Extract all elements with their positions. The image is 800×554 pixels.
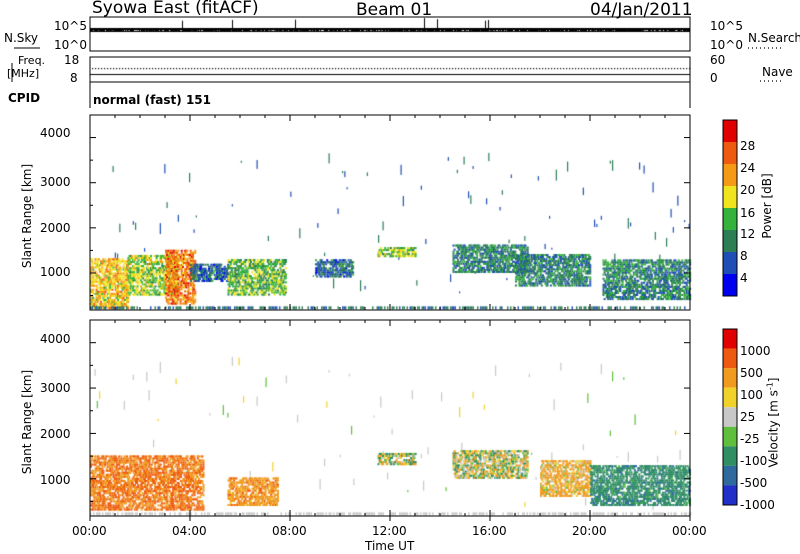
power-cbar-label: Power [dB] xyxy=(760,173,774,239)
velocity-ytick-1000: 1000 xyxy=(40,473,71,487)
power-colorbar-swatch xyxy=(723,208,737,230)
velocity-cbar-label-main: Velocity [m s xyxy=(766,390,781,468)
nave-label: Nave xyxy=(762,65,793,79)
freq-tick-high: 18 xyxy=(64,53,80,67)
power-colorbar-swatch xyxy=(723,274,737,296)
velocity-cbar-tick-neg25: -25 xyxy=(740,432,760,446)
velocity-colorbar-swatch xyxy=(723,407,737,427)
power-ytick-2000: 2000 xyxy=(40,221,71,235)
velocity-cbar-label-end: ] xyxy=(766,377,781,383)
xtick-2400: 00:00 xyxy=(672,524,707,538)
velocity-cbar-tick-neg1000: -1000 xyxy=(740,498,775,512)
velocity-colorbar-swatch xyxy=(723,387,737,408)
xlabel: Time UT xyxy=(365,539,415,553)
power-colorbar-swatch xyxy=(723,186,737,208)
cpid-value: normal (fast) 151 xyxy=(93,93,211,107)
power-cbar-tick-16: 16 xyxy=(740,206,756,220)
velocity-colorbar-swatch xyxy=(723,368,737,388)
freq-tick-low: 8 xyxy=(70,71,78,85)
nsearch-label: N.Search xyxy=(748,31,800,45)
velocity-cbar-tick-1000: 1000 xyxy=(740,344,771,358)
power-ytick-4000: 4000 xyxy=(40,126,71,140)
power-cbar-tick-12: 12 xyxy=(740,227,756,241)
velocity-colorbar-swatch xyxy=(723,465,737,486)
xtick-1600: 16:00 xyxy=(472,524,507,538)
power-colorbar-swatch xyxy=(723,230,737,252)
velocity-ytick-3000: 3000 xyxy=(40,381,71,395)
nave-tick-low: 0 xyxy=(710,71,718,85)
cpid-label: CPID xyxy=(8,91,41,105)
power-colorbar-frame xyxy=(722,119,738,297)
power-colorbar-swatch xyxy=(723,164,737,186)
velocity-ytick-2000: 2000 xyxy=(40,427,71,441)
nsearch-tick-high: 10^5 xyxy=(710,19,743,33)
velocity-colorbar-swatch xyxy=(723,329,737,349)
power-ytick-1000: 1000 xyxy=(40,265,71,279)
velocity-cbar-tick-100: 100 xyxy=(740,388,763,402)
freq-unit-label: [MHz] xyxy=(7,67,40,80)
velocity-ylabel: Slant Range [km] xyxy=(20,369,34,475)
freq-label: Freq. xyxy=(18,54,46,67)
date-title: 04/Jan/2011 xyxy=(590,0,693,20)
velocity-colorbar-swatch xyxy=(723,426,737,447)
freq-strip-frame xyxy=(89,56,691,83)
xtick-2000: 20:00 xyxy=(572,524,607,538)
velocity-cbar-tick-neg100: -100 xyxy=(740,454,768,468)
nsky-tick-high: 10^5 xyxy=(54,19,87,33)
xtick-0000: 00:00 xyxy=(72,524,107,538)
power-colorbar-swatch xyxy=(723,252,737,274)
nsearch-tick-low: 10^0 xyxy=(710,38,743,52)
power-cbar-tick-28: 28 xyxy=(740,139,756,153)
station-title: Syowa East (fitACF) xyxy=(92,0,259,18)
beam-title: Beam 01 xyxy=(356,0,433,20)
power-cbar-tick-4: 4 xyxy=(740,271,748,285)
noise-strip-frame xyxy=(89,16,691,52)
xtick-0400: 04:00 xyxy=(172,524,207,538)
xtick-1200: 12:00 xyxy=(372,524,407,538)
power-cbar-tick-8: 8 xyxy=(740,249,748,263)
velocity-cbar-label-sup: -1 xyxy=(765,382,775,391)
power-ytick-3000: 3000 xyxy=(40,175,71,189)
nsky-label: N.Sky xyxy=(4,31,39,45)
power-colorbar-swatch xyxy=(723,142,737,164)
velocity-colorbar-swatch xyxy=(723,485,737,505)
power-panel-frame xyxy=(89,114,691,311)
xtick-0800: 08:00 xyxy=(272,524,307,538)
power-cbar-tick-20: 20 xyxy=(740,183,756,197)
nave-tick-high: 60 xyxy=(710,53,726,67)
power-cbar-tick-24: 24 xyxy=(740,161,756,175)
nsky-tick-low: 10^0 xyxy=(54,38,87,52)
power-ylabel: Slant Range [km] xyxy=(20,163,34,269)
velocity-cbar-tick-neg500: -500 xyxy=(740,476,768,490)
velocity-cbar-tick-500: 500 xyxy=(740,366,763,380)
velocity-cbar-label: Velocity [m s-1] xyxy=(765,363,781,483)
velocity-colorbar-swatch xyxy=(723,446,737,466)
velocity-cbar-tick-25: 25 xyxy=(740,410,756,424)
velocity-ytick-4000: 4000 xyxy=(40,332,71,346)
velocity-colorbar-frame xyxy=(722,328,738,506)
velocity-colorbar-swatch xyxy=(723,348,737,369)
velocity-panel-frame xyxy=(89,319,691,517)
power-colorbar-swatch xyxy=(723,120,737,142)
